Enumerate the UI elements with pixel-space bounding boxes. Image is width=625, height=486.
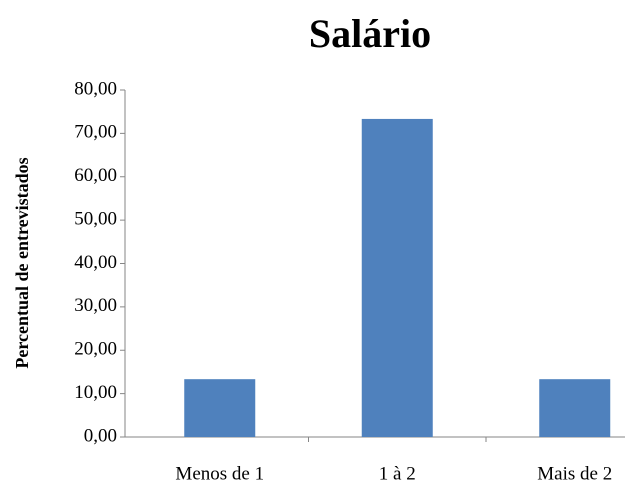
y-tick-label: 0,00 [84, 425, 117, 446]
y-tick-label: 20,00 [74, 339, 117, 360]
x-tick-label: Mais de 2 [537, 463, 612, 484]
y-axis-label: Percentual de entrevistados [12, 157, 32, 368]
y-tick-label: 30,00 [74, 295, 117, 316]
y-tick-label: 50,00 [74, 208, 117, 229]
y-tick-label: 10,00 [74, 382, 117, 403]
y-tick-label: 60,00 [74, 165, 117, 186]
y-tick-label: 70,00 [74, 122, 117, 143]
y-tick-label: 80,00 [74, 78, 117, 99]
x-tick-label: Menos de 1 [175, 463, 264, 484]
bar [184, 379, 256, 437]
bar [361, 118, 433, 437]
bar [539, 379, 611, 437]
y-tick-label: 40,00 [74, 252, 117, 273]
x-tick-label: 1 à 2 [379, 463, 416, 484]
chart-title: Salário [309, 11, 431, 56]
